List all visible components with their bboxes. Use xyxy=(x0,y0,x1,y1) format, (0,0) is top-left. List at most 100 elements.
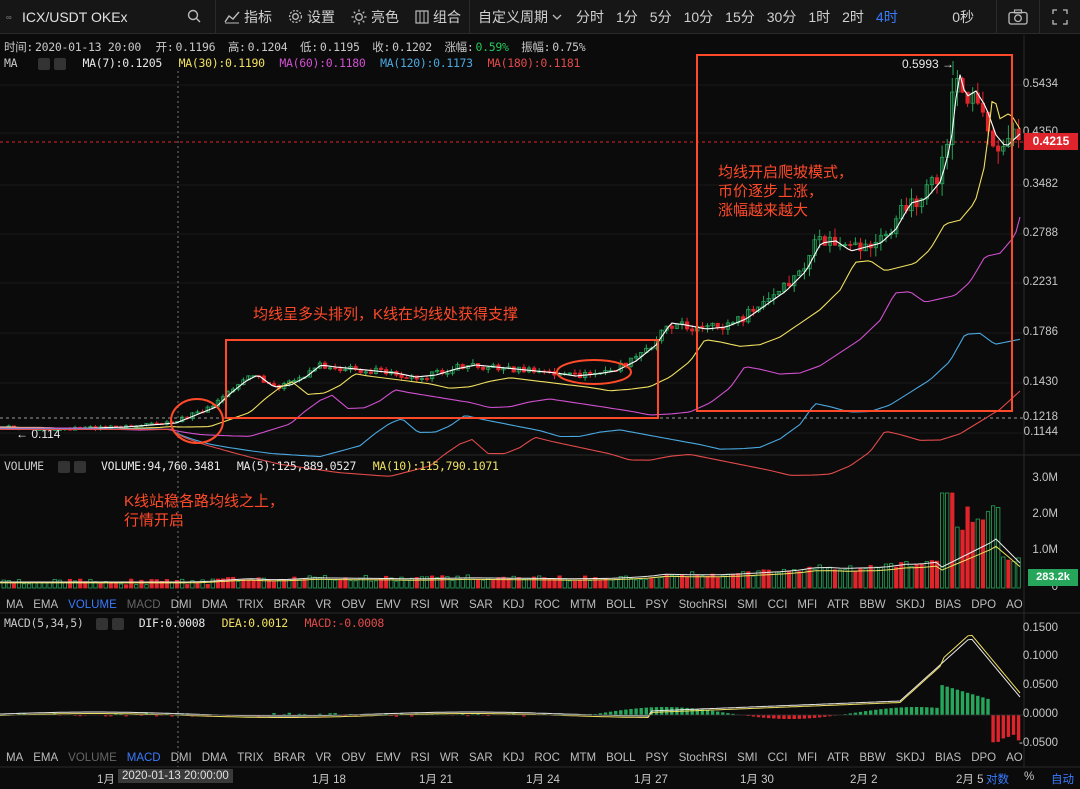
auto-scale-toggle[interactable]: 自动 xyxy=(1051,774,1074,786)
period-3[interactable]: 10分 xyxy=(683,8,714,25)
indicator-tab-macd-atr[interactable]: ATR xyxy=(827,752,850,764)
indicator-tab-macd-smi[interactable]: SMI xyxy=(737,752,758,764)
indicator-tab-macd-sar[interactable]: SAR xyxy=(468,752,493,764)
indicator-tab-macd-kdj[interactable]: KDJ xyxy=(502,752,525,764)
macd-histogram-bar xyxy=(17,713,21,715)
macd-histogram-bar xyxy=(333,713,337,715)
indicator-tab-vol-skdj[interactable]: SKDJ xyxy=(895,599,925,611)
custom-period-dropdown[interactable]: 自定义周期 xyxy=(470,0,570,34)
ma-close-icon[interactable] xyxy=(53,57,66,70)
search-icon[interactable] xyxy=(187,9,201,23)
indicator-tab-vol-volume[interactable]: VOLUME xyxy=(68,599,117,611)
indicator-tab-vol-mtm[interactable]: MTM xyxy=(569,599,597,611)
log-scale-toggle[interactable]: 对数 xyxy=(986,774,1009,786)
indicator-tab-vol-dmi[interactable]: DMI xyxy=(170,599,192,611)
macd-close-icon[interactable] xyxy=(112,617,125,630)
indicator-tab-macd-mfi[interactable]: MFI xyxy=(797,752,818,764)
period-5[interactable]: 30分 xyxy=(766,8,797,25)
indicator-tab-vol-dpo[interactable]: DPO xyxy=(971,599,997,611)
volume-bar xyxy=(159,581,164,589)
indicator-tab-macd-rsi[interactable]: RSI xyxy=(410,752,430,764)
symbol-selector[interactable]: ∞ ICX/USDT OKEx xyxy=(0,0,216,34)
indicator-tab-vol-kdj[interactable]: KDJ xyxy=(502,599,525,611)
indicator-tab-vol-ao[interactable]: AO xyxy=(1006,599,1023,611)
indicator-tab-macd-roc[interactable]: ROC xyxy=(534,752,560,764)
indicator-tab-vol-atr[interactable]: ATR xyxy=(827,599,850,611)
indicator-tab-macd-vr[interactable]: VR xyxy=(315,752,332,764)
indicator-tab-macd-stochrsi[interactable]: StochRSI xyxy=(678,752,728,764)
indicator-tab-vol-ma[interactable]: MA xyxy=(6,599,24,611)
percent-scale-toggle[interactable]: % xyxy=(1024,771,1035,783)
annotation-box-uptrend xyxy=(696,54,1013,412)
close-label: 收: xyxy=(372,40,391,54)
indicator-tab-macd-ema[interactable]: EMA xyxy=(33,752,59,764)
period-7[interactable]: 2时 xyxy=(842,8,864,25)
indicator-tab-vol-trix[interactable]: TRIX xyxy=(237,599,264,611)
period-0[interactable]: 分时 xyxy=(576,8,604,25)
fullscreen-icon[interactable] xyxy=(1052,9,1068,25)
indicator-tab-macd-dma[interactable]: DMA xyxy=(201,752,228,764)
theme-toggle[interactable]: 亮色 xyxy=(343,0,407,34)
indicator-tab-vol-roc[interactable]: ROC xyxy=(534,599,560,611)
indicator-tab-macd-bias[interactable]: BIAS xyxy=(934,752,962,764)
indicator-tab-vol-smi[interactable]: SMI xyxy=(737,599,758,611)
indicator-tab-macd-boll[interactable]: BOLL xyxy=(606,752,636,764)
indicator-tab-macd-skdj[interactable]: SKDJ xyxy=(895,752,925,764)
indicator-tab-macd-mtm[interactable]: MTM xyxy=(569,752,597,764)
volume-close-icon[interactable] xyxy=(74,460,87,473)
indicator-tab-macd-cci[interactable]: CCI xyxy=(767,752,788,764)
indicator-tab-vol-ema[interactable]: EMA xyxy=(33,599,59,611)
indicator-tab-vol-brar[interactable]: BRAR xyxy=(273,599,306,611)
time-axis[interactable]: 1月 1月 18 1月 21 1月 24 1月 27 1月 30 2月 2 2月 5 2020… xyxy=(0,767,1080,789)
indicator-tab-vol-vr[interactable]: VR xyxy=(315,599,332,611)
period-1[interactable]: 1分 xyxy=(616,8,638,25)
chart-area[interactable]: 0.5993 → ← 0.114 时间: 2020-01-13 20:00 开: 0.… xyxy=(0,35,1080,789)
macd-histogram-bar xyxy=(695,708,699,715)
candle-body xyxy=(838,244,843,247)
indicators-button[interactable]: 指标 xyxy=(216,0,280,34)
indicator-tab-macd-trix[interactable]: TRIX xyxy=(237,752,264,764)
indicator-tab-vol-bbw[interactable]: BBW xyxy=(859,599,886,611)
combo-button[interactable]: 组合 xyxy=(407,0,469,34)
indicator-tab-vol-obv[interactable]: OBV xyxy=(341,599,366,611)
indicator-tab-vol-stochrsi[interactable]: StochRSI xyxy=(678,599,728,611)
volume-bar xyxy=(190,580,195,589)
indicator-tab-macd-macd[interactable]: MACD xyxy=(126,752,161,764)
indicator-tab-macd-dpo[interactable]: DPO xyxy=(971,752,997,764)
indicator-tab-vol-sar[interactable]: SAR xyxy=(468,599,493,611)
macd-settings-icon[interactable] xyxy=(96,617,109,630)
candle-body xyxy=(210,405,215,408)
camera-icon[interactable] xyxy=(1008,9,1028,25)
indicator-tab-vol-dma[interactable]: DMA xyxy=(201,599,228,611)
volume-bar xyxy=(965,506,970,589)
period-2[interactable]: 5分 xyxy=(649,8,672,25)
kline-chart-canvas[interactable]: 0.5993 → ← 0.114 xyxy=(0,35,1080,789)
indicator-tab-vol-boll[interactable]: BOLL xyxy=(606,599,636,611)
indicator-tab-vol-wr[interactable]: WR xyxy=(439,599,459,611)
indicator-tab-macd-dmi[interactable]: DMI xyxy=(170,752,192,764)
indicator-tab-macd-obv[interactable]: OBV xyxy=(341,752,366,764)
period-6[interactable]: 1时 xyxy=(808,8,831,25)
indicator-tab-vol-psy[interactable]: PSY xyxy=(645,599,669,611)
volume-settings-icon[interactable] xyxy=(58,460,71,473)
period-8[interactable]: 4时 xyxy=(875,8,898,25)
ma-settings-icon[interactable] xyxy=(37,57,50,70)
macd-histogram-bar xyxy=(823,715,827,717)
indicator-tab-vol-rsi[interactable]: RSI xyxy=(410,599,430,611)
indicator-tab-vol-emv[interactable]: EMV xyxy=(375,599,401,611)
indicator-tab-vol-mfi[interactable]: MFI xyxy=(797,599,818,611)
candle-body xyxy=(924,184,929,200)
indicator-tab-macd-volume[interactable]: VOLUME xyxy=(68,752,117,764)
indicator-tab-macd-psy[interactable]: PSY xyxy=(645,752,669,764)
indicator-tab-macd-ao[interactable]: AO xyxy=(1006,752,1023,764)
indicator-tab-vol-bias[interactable]: BIAS xyxy=(934,599,962,611)
indicator-tab-macd-bbw[interactable]: BBW xyxy=(859,752,886,764)
indicator-tab-vol-cci[interactable]: CCI xyxy=(767,599,788,611)
indicator-tab-macd-emv[interactable]: EMV xyxy=(375,752,401,764)
indicator-tab-vol-macd[interactable]: MACD xyxy=(126,599,161,611)
indicator-tab-macd-brar[interactable]: BRAR xyxy=(273,752,306,764)
settings-button[interactable]: 设置 xyxy=(280,0,343,34)
period-4[interactable]: 15分 xyxy=(725,8,755,25)
indicator-tab-macd-ma[interactable]: MA xyxy=(6,752,24,764)
indicator-tab-macd-wr[interactable]: WR xyxy=(439,752,459,764)
